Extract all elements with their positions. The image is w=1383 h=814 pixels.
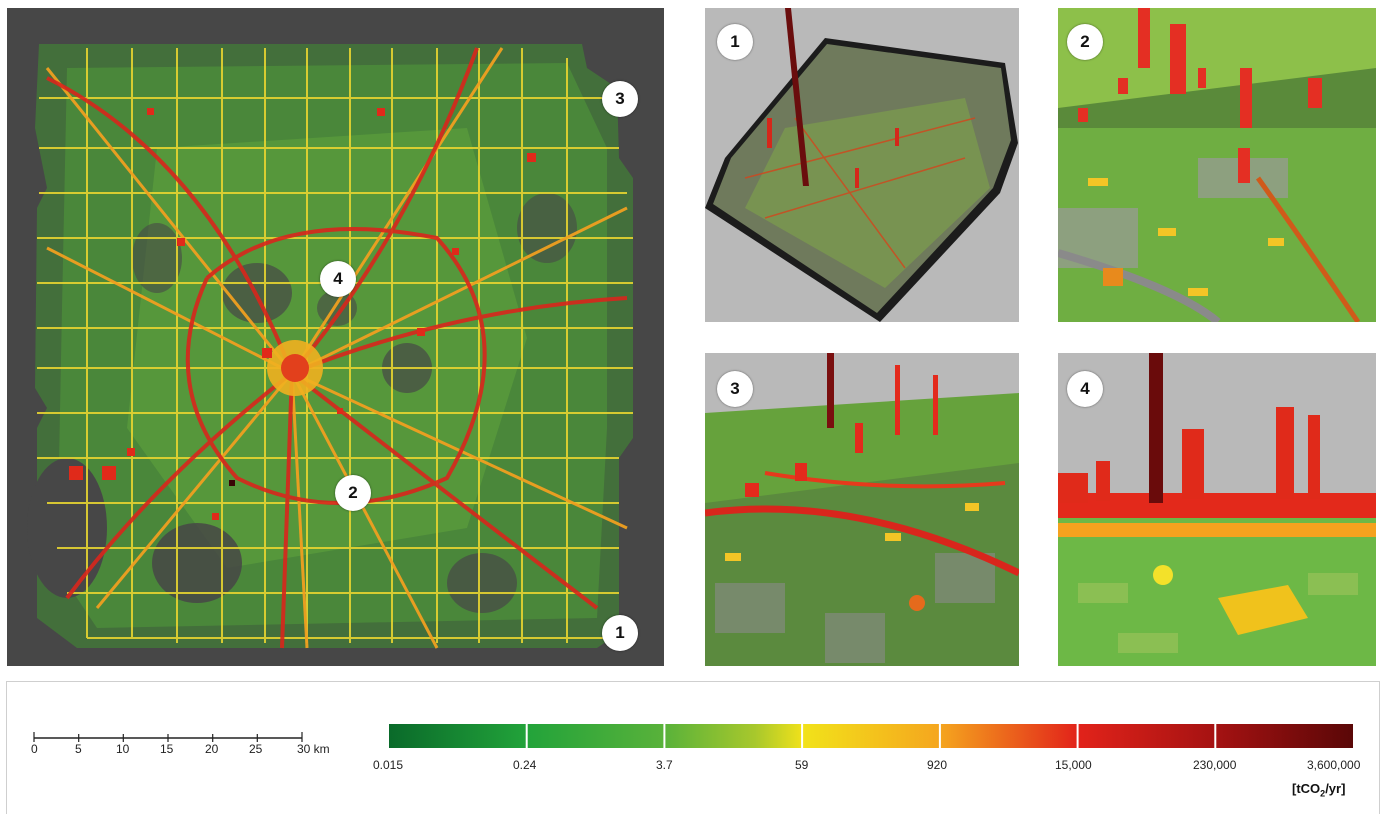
view-3-marker: 3 (717, 371, 753, 407)
unit-subscript: 2 (1320, 788, 1326, 799)
view-2-perspective: 2 (1058, 8, 1376, 322)
main-map-canvas (7, 8, 664, 666)
colorbar-unit-label: [tCO2/yr] (1292, 781, 1345, 799)
scale-tick-label: 5 (75, 742, 82, 756)
location-marker-1: 1 (602, 615, 638, 651)
colorbar-tick-label: 0.015 (373, 758, 404, 772)
view-1-perspective: 1 (705, 8, 1019, 322)
view-3-canvas (705, 353, 1019, 666)
scale-tick-label: 20 (205, 742, 219, 756)
main-emissions-map: 3 4 2 1 (7, 8, 664, 666)
view-2-canvas (1058, 8, 1376, 322)
colorbar-tick-label: 0.24 (513, 758, 537, 772)
colorbar-tick-label: 3.7 (656, 758, 673, 772)
colorbar-tick-label: 15,000 (1055, 758, 1092, 772)
scale-tick-label: 25 (249, 742, 263, 756)
scale-tick-label: 10 (116, 742, 130, 756)
location-marker-4: 4 (320, 261, 356, 297)
unit-prefix: [tCO (1292, 781, 1321, 796)
view-3-perspective: 3 (705, 353, 1019, 666)
scale-bar (33, 732, 303, 742)
view-4-perspective: 4 (1058, 353, 1376, 666)
view-1-canvas (705, 8, 1019, 322)
unit-suffix: /yr] (1325, 781, 1346, 796)
scale-tick-label: 15 (160, 742, 174, 756)
colorbar-tick-label: 3,600,000 (1307, 758, 1361, 772)
legend-panel: 0 5 10 15 20 25 30 km (6, 681, 1380, 814)
colorbar-tick-label: 230,000 (1193, 758, 1237, 772)
view-1-marker: 1 (717, 24, 753, 60)
scale-tick-label: 0 (31, 742, 38, 756)
view-2-marker: 2 (1067, 24, 1103, 60)
colorbar-tick-label: 59 (795, 758, 809, 772)
emissions-colorbar (389, 724, 1353, 748)
location-marker-3: 3 (602, 81, 638, 117)
colorbar-tick-label: 920 (927, 758, 948, 772)
scale-tick-label: 30 km (297, 742, 330, 756)
view-4-canvas (1058, 353, 1376, 666)
view-4-marker: 4 (1067, 371, 1103, 407)
location-marker-2: 2 (335, 475, 371, 511)
